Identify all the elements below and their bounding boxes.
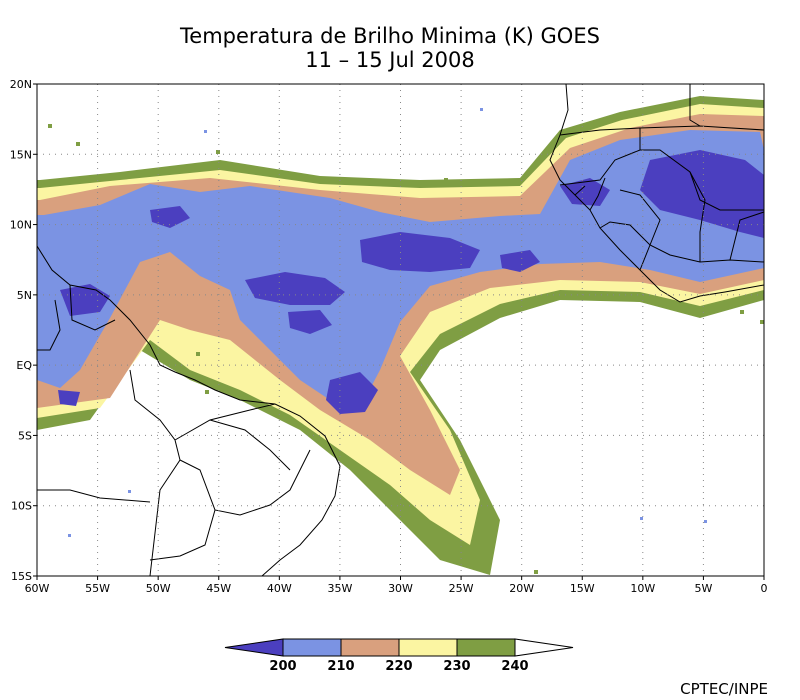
x-tick-label: 25W (449, 582, 474, 595)
y-tick-label: EQ (16, 359, 32, 372)
coastlines (37, 84, 764, 576)
x-tick-label: 5W (694, 582, 712, 595)
legend-arrow-low (224, 638, 284, 657)
y-tick-label: 15S (11, 570, 32, 583)
x-axis-ticks: 60W 55W 50W 45W 40W 35W 30W 25W 20W 15W 10W 5W 0 (25, 576, 768, 595)
x-tick-label: 50W (146, 582, 171, 595)
y-tick-label: 5N (17, 289, 32, 302)
y-tick-label: 15N (10, 148, 32, 161)
x-tick-label: 40W (267, 582, 292, 595)
x-tick-label: 15W (570, 582, 595, 595)
credit-label: CPTEC/INPE (680, 680, 768, 698)
y-tick-label: 5S (18, 429, 32, 442)
legend-label: 220 (385, 659, 412, 674)
legend-label: 210 (327, 659, 354, 674)
x-tick-label: 0 (761, 582, 768, 595)
color-legend: 200 210 220 230 240 (224, 638, 574, 674)
x-tick-label: 30W (388, 582, 413, 595)
y-tick-label: 10S (11, 500, 32, 513)
x-tick-label: 35W (327, 582, 352, 595)
x-tick-label: 10W (630, 582, 655, 595)
legend-swatch (398, 638, 458, 657)
legend-swatch (282, 638, 342, 657)
x-tick-label: 45W (206, 582, 231, 595)
legend-label: 230 (443, 659, 470, 674)
legend-swatch (456, 638, 516, 657)
legend-swatch (340, 638, 400, 657)
graticule (37, 84, 764, 576)
y-axis-ticks: 20N 15N 10N 5N EQ 5S 10S 15S (10, 78, 37, 583)
legend-arrow-high (514, 638, 574, 657)
temperature-field (37, 96, 764, 575)
legend-label: 240 (501, 659, 528, 674)
x-tick-label: 60W (25, 582, 50, 595)
x-tick-label: 55W (85, 582, 110, 595)
map-title: Temperatura de Brilho Minima (K) GOES (180, 24, 600, 48)
x-tick-label: 20W (509, 582, 534, 595)
y-tick-label: 10N (10, 219, 32, 232)
map-date-range: 11 – 15 Jul 2008 (305, 48, 475, 72)
legend-label: 200 (269, 659, 296, 674)
y-tick-label: 20N (10, 78, 32, 91)
